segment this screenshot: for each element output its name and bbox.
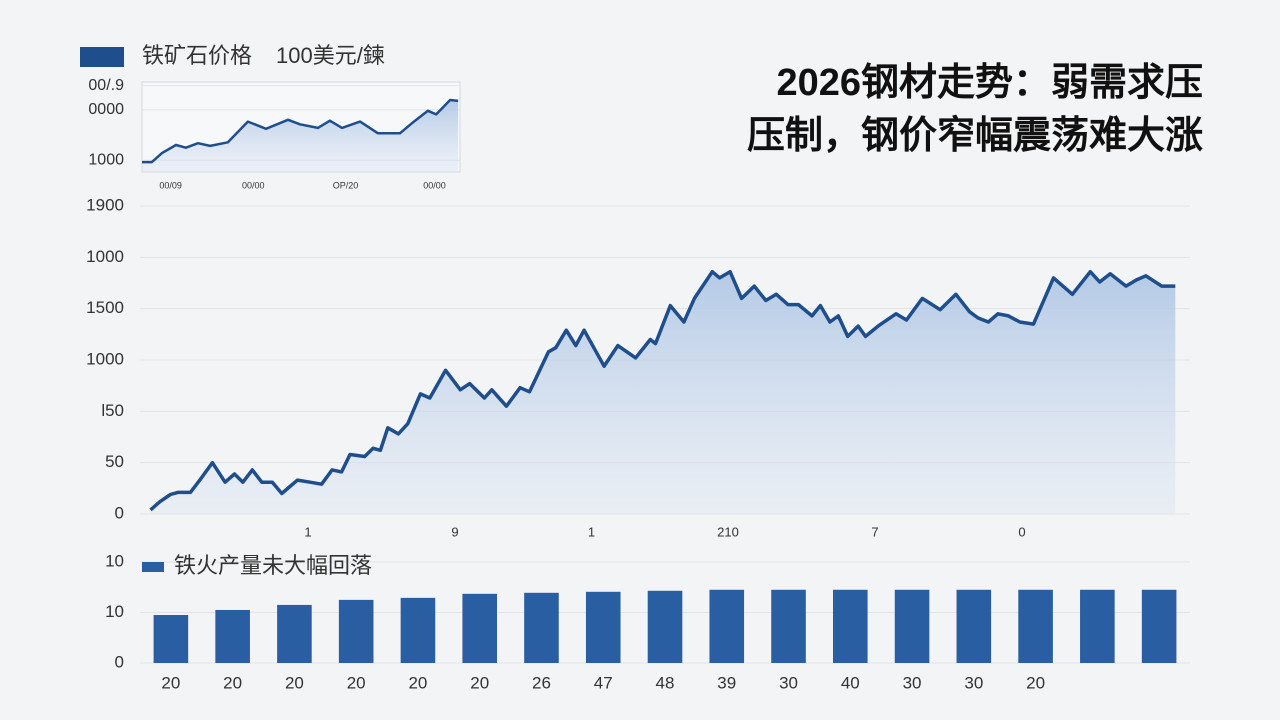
x-tick-label: OP/20 — [333, 180, 359, 190]
bar — [153, 615, 189, 663]
x-tick-label: 210 — [717, 524, 739, 539]
x-tick-label: 20 — [470, 673, 489, 692]
bar — [709, 589, 745, 663]
bar — [1080, 589, 1115, 663]
x-tick-label: 48 — [656, 673, 675, 692]
x-tick-label: 40 — [841, 673, 860, 692]
title-line: 2026钢材走势：弱需求压 — [776, 62, 1203, 104]
x-tick-label: 9 — [451, 524, 458, 539]
area — [142, 100, 459, 172]
y-tick-label: 1000 — [86, 349, 124, 368]
y-tick-label: 10 — [105, 602, 124, 621]
line — [142, 98, 459, 164]
bar — [462, 593, 497, 663]
legend-label: 铁火产量未大幅回落 — [174, 553, 372, 578]
bar — [771, 589, 806, 663]
title-line: 压制，钢价窄幅震荡难大涨 — [747, 114, 1203, 157]
bar — [215, 609, 250, 663]
bar — [277, 604, 312, 663]
y-tick-label: 1000 — [86, 247, 124, 266]
x-tick-label: 00/09 — [159, 180, 182, 190]
y-tick-label: 1500 — [86, 298, 124, 317]
y-tick-label: 1900 — [86, 195, 124, 214]
area — [150, 271, 1176, 514]
x-tick-label: 20 — [1026, 673, 1045, 692]
x-tick-label: 30 — [779, 673, 798, 692]
y-tick-label: 00/.9 — [88, 77, 124, 94]
x-tick-label: 20 — [285, 673, 304, 692]
bar — [1141, 589, 1177, 663]
y-tick-label: 0 — [115, 503, 124, 522]
bar — [524, 592, 559, 663]
bar — [338, 599, 374, 663]
legend-label: 铁矿石价格 — [142, 43, 252, 68]
x-tick-label: 30 — [964, 673, 983, 692]
x-tick-label: 39 — [717, 673, 736, 692]
bar — [400, 597, 436, 663]
bar — [833, 589, 868, 663]
bar — [894, 589, 930, 663]
x-tick-label: 20 — [408, 673, 427, 692]
y-tick-label: 10 — [105, 551, 124, 570]
x-tick-label: 7 — [871, 524, 878, 539]
axis-unit: 100美元/鍊 — [276, 43, 385, 68]
y-tick-label: l50 — [101, 401, 124, 420]
x-tick-label: 20 — [347, 673, 366, 692]
x-tick-label: 20 — [161, 673, 180, 692]
x-tick-label: 00/00 — [242, 180, 265, 190]
x-tick-label: 30 — [903, 673, 922, 692]
x-tick-label: 1 — [304, 524, 311, 539]
bar — [1018, 589, 1053, 663]
y-tick-label: 0 — [115, 652, 124, 671]
x-tick-label: 00/00 — [423, 180, 446, 190]
y-tick-label: 1000 — [88, 152, 124, 169]
x-tick-label: 1 — [588, 524, 595, 539]
legend-swatch — [142, 562, 164, 572]
x-tick-label: 20 — [223, 673, 242, 692]
y-tick-label: 0000 — [88, 101, 124, 118]
x-tick-label: 26 — [532, 673, 551, 692]
bar — [585, 591, 621, 663]
y-tick-label: 50 — [105, 452, 124, 471]
bar — [956, 589, 992, 663]
line — [149, 269, 1176, 512]
bar — [647, 590, 683, 663]
x-tick-label: 0 — [1018, 524, 1025, 539]
x-tick-label: 47 — [594, 673, 613, 692]
legend-swatch — [80, 47, 124, 67]
